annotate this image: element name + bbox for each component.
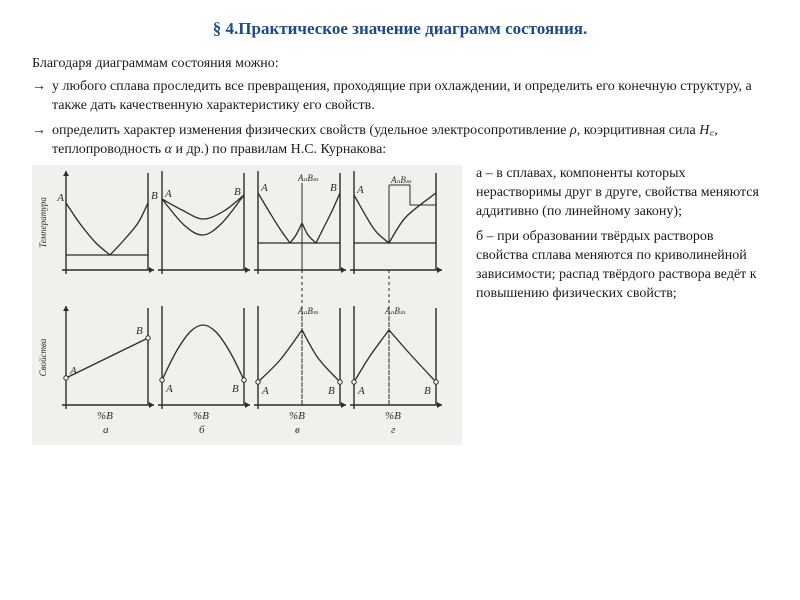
legend-b: б – при образовании твёрдых растворов св… [476,228,768,304]
svg-text:Свойства: Свойства [38,339,48,377]
svg-text:в: в [295,424,300,436]
svg-text:A: A [165,383,173,395]
svg-text:AₙBₘ: AₙBₘ [384,306,406,316]
svg-text:A: A [164,188,172,200]
kurnaков-figure: ABABAₙBₘABAₙBₘAAB%BаAB%BбAₙBₘAB%BвAₙBₘAB… [32,165,462,445]
svg-text:B: B [330,182,337,194]
svg-text:AₙBₘ: AₙBₘ [297,173,319,183]
intro-text: Благодаря диаграммам состояния можно: [32,55,768,74]
svg-text:A: A [69,365,77,377]
svg-text:б: б [199,424,205,436]
svg-text:A: A [56,192,64,204]
svg-text:%B: %B [289,410,305,422]
svg-text:%B: %B [385,410,401,422]
page-title: § 4.Практическое значение диаграмм состо… [32,18,768,41]
svg-text:B: B [136,325,143,337]
svg-text:B: B [232,383,239,395]
svg-text:A: A [260,182,268,194]
figure-svg: ABABAₙBₘABAₙBₘAAB%BаAB%BбAₙBₘAB%BвAₙBₘAB… [32,165,462,445]
svg-text:B: B [151,190,158,202]
alpha-symbol: α [165,142,172,157]
b2-text: и др.) по правилам Н.С. Курнакова: [172,142,386,157]
svg-text:A: A [356,184,364,196]
svg-text:Температура: Температура [38,197,48,248]
svg-text:г: г [391,424,396,436]
legend-a: а – в сплавах, компоненты которых нераст… [476,165,768,222]
svg-text:A: A [357,385,365,397]
svg-text:а: а [103,424,109,436]
bullet-2: определить характер изменения физических… [32,122,768,160]
svg-text:AₙBₘ: AₙBₘ [297,306,319,316]
bullet-1: у любого сплава проследить все превращен… [32,78,768,116]
svg-text:B: B [234,186,241,198]
rho-symbol: ρ [570,123,577,138]
svg-text:B: B [424,385,431,397]
b2-text: определить характер изменения физических… [52,123,570,138]
bullet-list: у любого сплава проследить все превращен… [32,78,768,160]
svg-text:AₙBₘ: AₙBₘ [390,175,412,185]
svg-text:%B: %B [193,410,209,422]
b2-text: , коэрцитивная сила [577,123,700,138]
svg-text:A: A [261,385,269,397]
hc-symbol: H꜀ [699,123,714,138]
figure-legend: а – в сплавах, компоненты которых нераст… [476,165,768,445]
svg-text:%B: %B [97,410,113,422]
svg-text:B: B [328,385,335,397]
